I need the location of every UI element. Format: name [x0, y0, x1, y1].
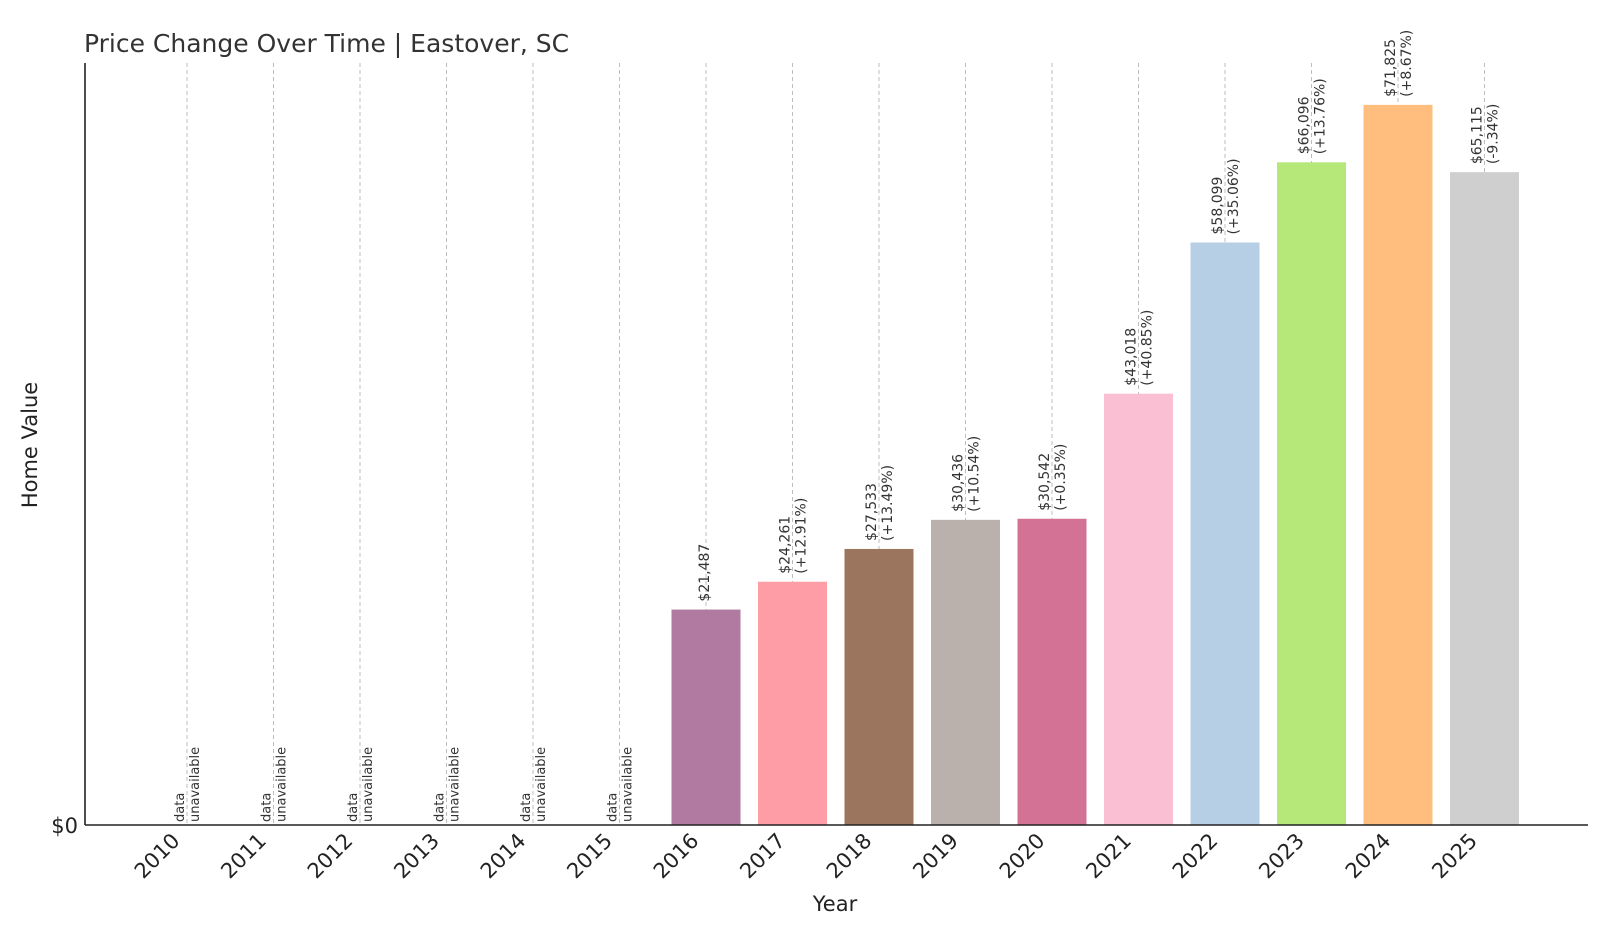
bar-value-label: $58,099(+35.06%)	[1210, 158, 1242, 234]
unavailable-text: data	[606, 793, 621, 822]
bar-2017	[758, 581, 827, 825]
bar-2023	[1277, 162, 1346, 825]
value-text: $21,487	[697, 544, 713, 602]
unavailable-text: unavailable	[188, 747, 203, 822]
bar-2022	[1190, 242, 1260, 825]
value-text: $58,099	[1210, 177, 1226, 235]
y-axis-label: Home Value	[18, 382, 42, 508]
x-tick-label: 2013	[389, 829, 444, 884]
bar-2020	[1017, 518, 1087, 825]
change-text: (+8.67%)	[1399, 30, 1415, 97]
unavailable-text: data	[173, 793, 188, 822]
x-tick-label: 2016	[649, 829, 704, 884]
bar-value-label: $30,436(+10.54%)	[951, 436, 983, 512]
value-text: $24,261	[778, 516, 794, 574]
unavailable-text: unavailable	[275, 747, 290, 822]
x-tick-label: 2024	[1341, 829, 1396, 884]
bar-value-label: $30,542(+0.35%)	[1037, 444, 1069, 511]
unavailable-text: data	[433, 793, 448, 822]
data-unavailable-label: dataunavailable	[606, 747, 636, 822]
value-text: $30,542	[1037, 453, 1053, 511]
value-text: $65,115	[1470, 106, 1486, 164]
change-text: (+40.85%)	[1140, 310, 1156, 386]
data-unavailable-label: dataunavailable	[519, 747, 549, 822]
x-tick-label: 2015	[562, 829, 617, 884]
change-text: (+13.49%)	[880, 465, 896, 541]
data-unavailable-label: dataunavailable	[433, 747, 463, 822]
bars	[671, 104, 1519, 826]
unavailable-text: data	[260, 793, 275, 822]
change-text: (+0.35%)	[1053, 444, 1069, 511]
x-axis-label: Year	[812, 892, 858, 916]
unavailable-text: data	[346, 793, 361, 822]
x-tick-label: 2021	[1081, 829, 1136, 884]
x-tick-label: 2011	[216, 829, 271, 884]
change-text: (+10.54%)	[967, 436, 983, 512]
bar-2025	[1450, 172, 1519, 825]
x-tick-label: 2017	[735, 829, 790, 884]
value-text: $66,096	[1297, 96, 1313, 154]
bar-2021	[1104, 393, 1173, 825]
x-tick-label: 2023	[1254, 829, 1309, 884]
bar-value-label: $21,487	[697, 544, 713, 602]
bar-value-label: $24,261(+12.91%)	[778, 498, 810, 574]
data-unavailable-label: dataunavailable	[346, 747, 376, 822]
data-unavailable-label: dataunavailable	[173, 747, 203, 822]
x-tick-label: 2014	[476, 829, 531, 884]
x-tick-label: 2022	[1168, 829, 1223, 884]
change-text: (-9.34%)	[1486, 104, 1502, 164]
y-tick-label: $0	[51, 814, 78, 838]
change-text: (+35.06%)	[1226, 158, 1242, 234]
change-text: (+12.91%)	[794, 498, 810, 574]
x-tick-label: 2012	[303, 829, 358, 884]
unavailable-text: data	[519, 793, 534, 822]
data-unavailable-label: dataunavailable	[260, 747, 290, 822]
value-text: $30,436	[951, 454, 967, 512]
bar-labels: dataunavailable dataunavailable dataunavai…	[173, 30, 1502, 822]
bar-2019	[931, 519, 1000, 825]
value-text: $71,825	[1383, 39, 1399, 97]
x-tick-label: 2025	[1427, 829, 1482, 884]
bar-2016	[671, 609, 741, 825]
bar-2018	[844, 548, 914, 825]
unavailable-text: unavailable	[448, 747, 463, 822]
bar-2024	[1363, 104, 1433, 826]
bar-value-label: $65,115(-9.34%)	[1470, 104, 1502, 164]
chart-title: Price Change Over Time | Eastover, SC	[84, 29, 569, 58]
value-text: $27,533	[864, 483, 880, 541]
bar-value-label: $27,533(+13.49%)	[864, 465, 896, 541]
x-tick-label: 2019	[908, 829, 963, 884]
change-text: (+13.76%)	[1313, 78, 1329, 154]
x-tick-label: 2018	[822, 829, 877, 884]
bar-value-label: $71,825(+8.67%)	[1383, 30, 1415, 97]
unavailable-text: unavailable	[361, 747, 376, 822]
unavailable-text: unavailable	[534, 747, 549, 822]
x-tick-label: 2020	[995, 829, 1050, 884]
axes: $0	[51, 63, 1588, 838]
bar-value-label: $66,096(+13.76%)	[1297, 78, 1329, 154]
bar-value-label: $43,018(+40.85%)	[1124, 310, 1156, 386]
unavailable-text: unavailable	[621, 747, 636, 822]
x-tick-labels: 2010 2011 2012 2013 2014 2015 2016 2017 2018 2019…	[130, 829, 1482, 884]
x-tick-label: 2010	[130, 829, 185, 884]
value-text: $43,018	[1124, 328, 1140, 386]
